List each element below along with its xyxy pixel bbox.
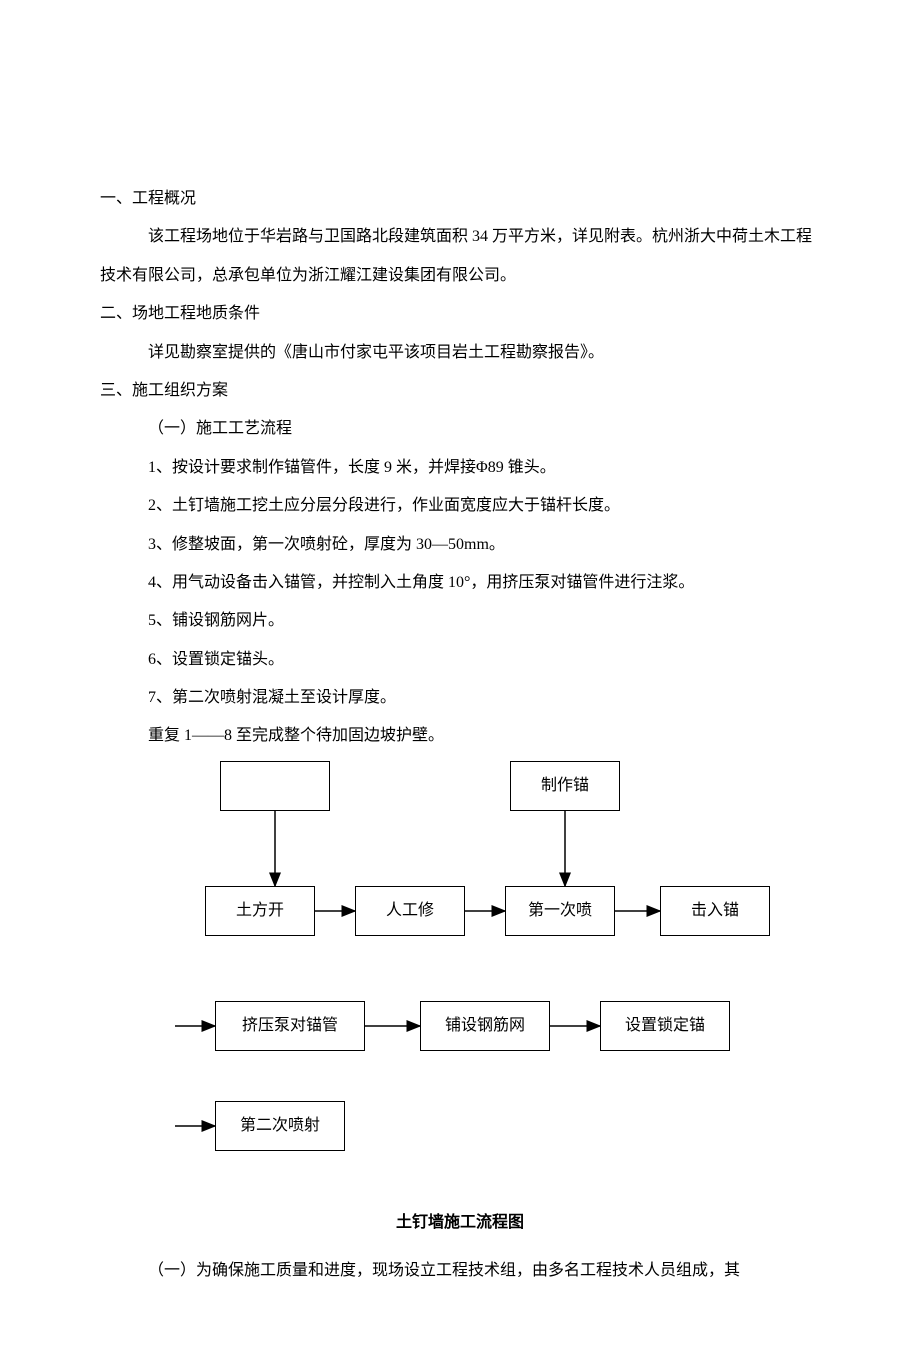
section-3-sub1: （一）施工工艺流程 (100, 410, 820, 448)
section-1-title: 一、工程概况 (100, 180, 820, 218)
list-item: 4、用气动设备击入锚管，并控制入土角度 10°，用挤压泵对锚管件进行注浆。 (100, 564, 820, 602)
flowchart: 制作锚土方开人工修第一次喷击入锚挤压泵对锚管 铺设钢筋网设置锁定锚第二次喷射 (100, 756, 820, 1176)
flowchart-caption: 土钉墙施工流程图 (100, 1204, 820, 1242)
list-item: 2、土钉墙施工挖土应分层分段进行，作业面宽度应大于锚杆长度。 (100, 487, 820, 525)
document-page: 一、工程概况 该工程场地位于华岩路与卫国路北段建筑面积 34 万平方米，详见附表… (0, 0, 920, 1351)
list-item: 7、第二次喷射混凝土至设计厚度。 (100, 679, 820, 717)
flow-node-n_lock: 设置锁定锚 (600, 1001, 730, 1051)
flow-node-n_mesh: 铺设钢筋网 (420, 1001, 550, 1051)
flowchart-arrows (100, 756, 820, 1176)
repeat-note: 重复 1——8 至完成整个待加固边坡护壁。 (100, 717, 820, 755)
flow-node-n_spray2: 第二次喷射 (215, 1101, 345, 1151)
section-3-title: 三、施工组织方案 (100, 372, 820, 410)
flow-node-n_exc: 土方开 (205, 886, 315, 936)
section-2-title: 二、场地工程地质条件 (100, 295, 820, 333)
flow-node-n_spray1: 第一次喷 (505, 886, 615, 936)
list-item: 6、设置锁定锚头。 (100, 641, 820, 679)
section-1-para: 该工程场地位于华岩路与卫国路北段建筑面积 34 万平方米，详见附表。杭州浙大中荷… (100, 218, 820, 295)
flow-node-n_trim: 人工修 (355, 886, 465, 936)
list-item: 3、修整坡面，第一次喷射砼，厚度为 30—50mm。 (100, 526, 820, 564)
section-3-sub2: （一）为确保施工质量和进度，现场设立工程技术组，由多名工程技术人员组成，其 (100, 1252, 820, 1290)
list-item: 5、铺设钢筋网片。 (100, 602, 820, 640)
flow-node-n_drive: 击入锚 (660, 886, 770, 936)
list-item: 1、按设计要求制作锚管件，长度 9 米，并焊接Φ89 锥头。 (100, 449, 820, 487)
flow-node-n_make: 制作锚 (510, 761, 620, 811)
flow-node-n_pump: 挤压泵对锚管 (215, 1001, 365, 1051)
flow-node-n_blank (220, 761, 330, 811)
section-2-para: 详见勘察室提供的《唐山市付家屯平该项目岩土工程勘察报告》。 (100, 334, 820, 372)
